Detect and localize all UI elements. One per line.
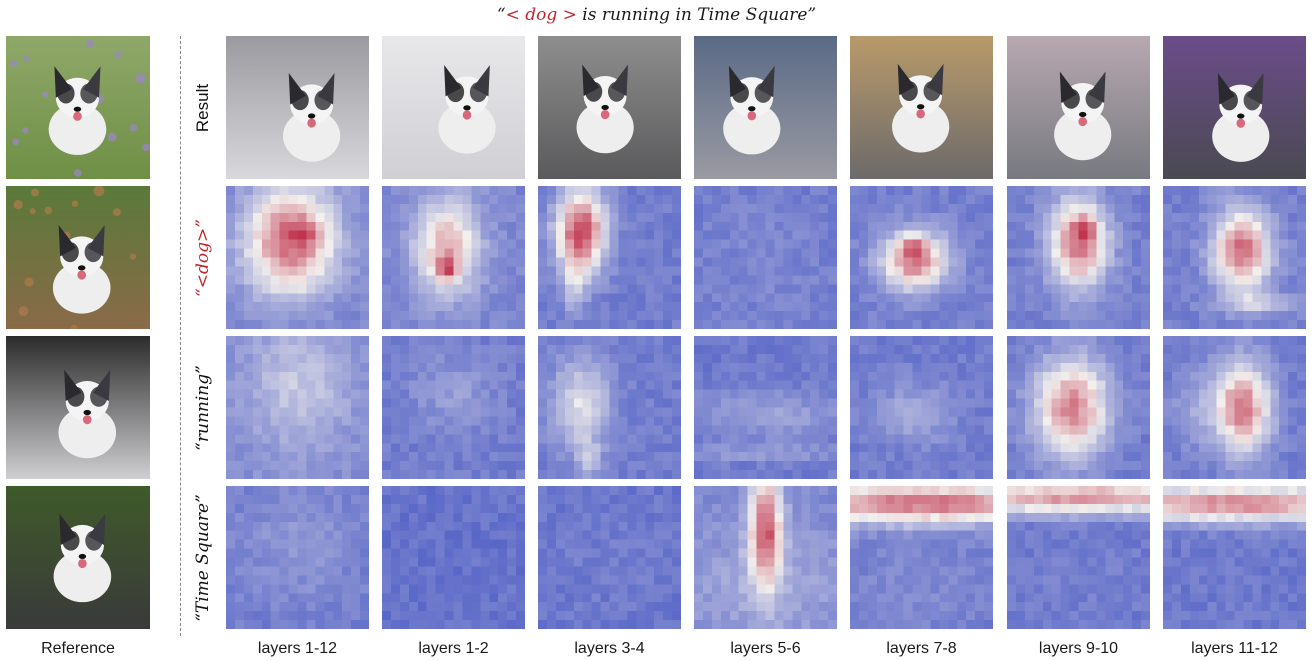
reference-photo-2 [6,186,150,329]
heatmap-time-square-6 [1007,486,1150,629]
column-label-6: layers 9-10 [1038,640,1119,657]
heatmap-running-5 [850,336,993,479]
heatmap-running-1 [226,336,369,479]
result-image-5 [850,36,993,179]
heatmap-time-square-3 [538,486,681,629]
result-image-6 [1007,36,1150,179]
heatmap-dog-3 [538,186,681,329]
heatmap-running-2 [382,336,525,479]
row-label-dog: “<dog>” [193,218,213,297]
heatmap-dog-7 [1163,186,1306,329]
heatmap-running-7 [1163,336,1306,479]
heatmap-time-square-1 [226,486,369,629]
row-label-running: “running” [193,364,213,451]
heatmap-dog-1 [226,186,369,329]
column-label-7: layers 11-12 [1191,640,1278,657]
figure-title: “< dog > is running in Time Square” [0,3,1313,27]
column-label-2: layers 1-2 [418,640,489,657]
heatmap-time-square-5 [850,486,993,629]
heatmap-time-square-2 [382,486,525,629]
title-quote-open: “ [496,5,506,25]
reference-label: Reference [41,640,115,657]
heatmap-time-square-7 [1163,486,1306,629]
reference-photo-4 [6,486,150,629]
reference-photo-1 [6,36,150,179]
dashed-divider [180,36,181,636]
result-image-3 [538,36,681,179]
row-label-result: Result [193,83,212,132]
result-image-4 [694,36,837,179]
heatmap-dog-4 [694,186,837,329]
result-image-7 [1163,36,1306,179]
heatmap-dog-6 [1007,186,1150,329]
title-rest: is running in Time Square” [576,5,817,25]
title-token: < dog > [505,5,577,25]
heatmap-dog-5 [850,186,993,329]
heatmap-running-4 [694,336,837,479]
column-label-4: layers 5-6 [730,640,801,657]
column-label-3: layers 3-4 [574,640,645,657]
row-label-time-square: “Time Square” [193,493,213,622]
column-label-5: layers 7-8 [886,640,957,657]
heatmap-running-6 [1007,336,1150,479]
result-image-1 [226,36,369,179]
result-image-2 [382,36,525,179]
heatmap-dog-2 [382,186,525,329]
reference-photo-3 [6,336,150,479]
heatmap-running-3 [538,336,681,479]
heatmap-time-square-4 [694,486,837,629]
column-label-1: layers 1-12 [257,640,338,657]
